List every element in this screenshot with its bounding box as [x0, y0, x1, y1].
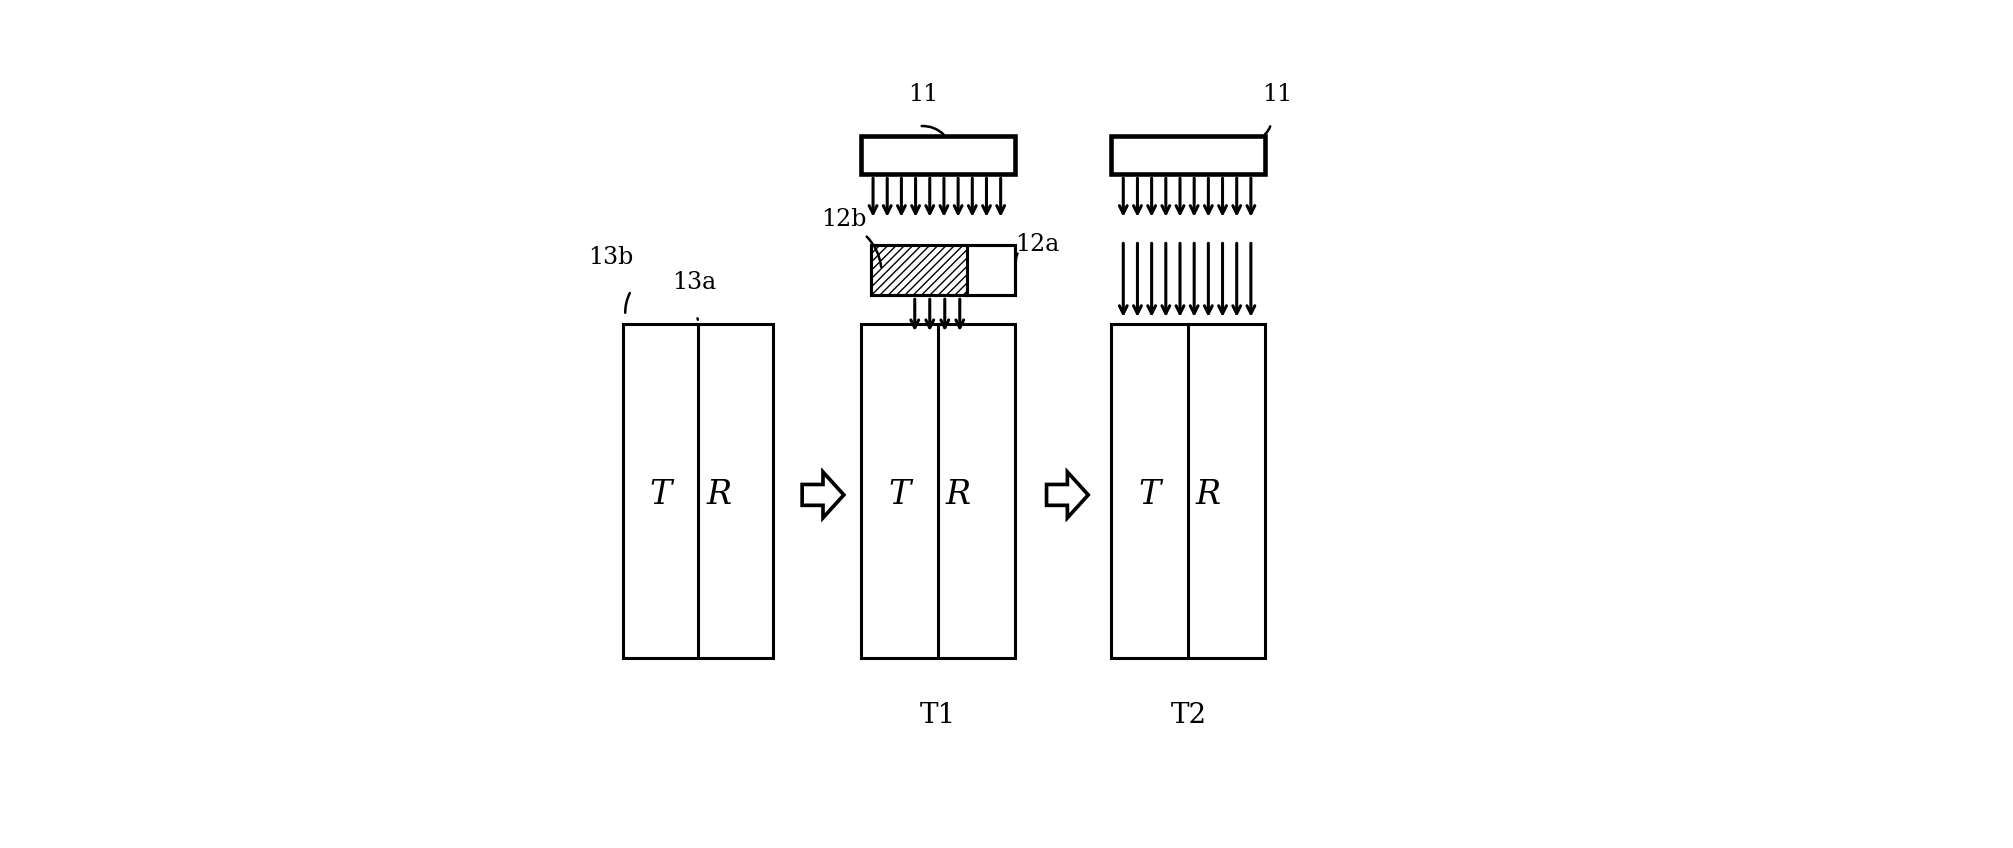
Bar: [622, 324, 773, 657]
Bar: [860, 324, 1015, 657]
Text: 12a: 12a: [1015, 233, 1059, 256]
Text: 13a: 13a: [672, 271, 717, 293]
Text: T: T: [650, 479, 672, 510]
Text: T: T: [1139, 479, 1162, 510]
Polygon shape: [801, 472, 843, 518]
Text: 12b: 12b: [821, 208, 866, 232]
Text: 11: 11: [908, 83, 938, 106]
Text: T1: T1: [920, 702, 956, 729]
Text: 13b: 13b: [588, 246, 632, 269]
Bar: [1111, 137, 1264, 174]
Text: T2: T2: [1170, 702, 1206, 729]
Bar: [1111, 324, 1264, 657]
Bar: [872, 245, 968, 295]
Bar: [860, 137, 1015, 174]
Text: R: R: [946, 479, 970, 510]
Text: 11: 11: [1262, 83, 1292, 106]
Text: R: R: [1196, 479, 1222, 510]
Bar: [968, 245, 1015, 295]
Text: T: T: [888, 479, 910, 510]
Polygon shape: [1047, 472, 1089, 518]
Bar: [872, 245, 1015, 295]
Text: R: R: [707, 479, 731, 510]
